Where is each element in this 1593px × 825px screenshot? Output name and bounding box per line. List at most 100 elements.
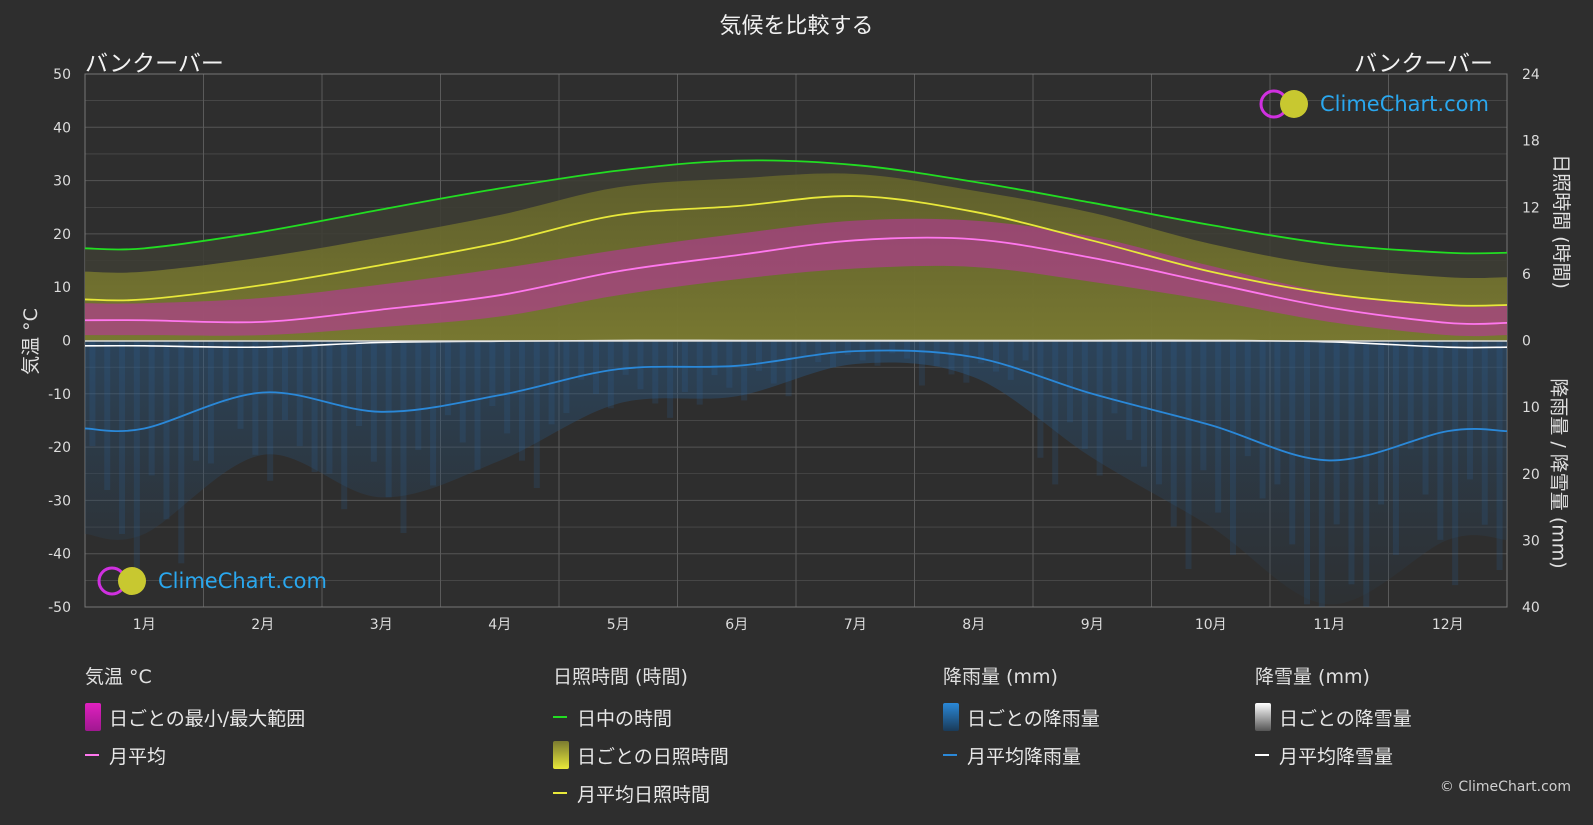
rain-day-bar — [178, 340, 185, 564]
legend-rain-daily: 日ごとの降雨量 — [943, 698, 1100, 736]
month-label: 8月 — [962, 617, 985, 633]
rain-day-bar — [711, 340, 718, 376]
legend-rain-daily-label: 日ごとの降雨量 — [967, 707, 1100, 730]
rain-day-bar — [563, 340, 570, 414]
chart-ticks: 50 40 30 20 10 0 -10 -20 -30 -40 -50 24 18 12 6 0 10 20 30… — [48, 67, 1540, 633]
legend-rain-head: 降雨量 (mm) — [943, 666, 1058, 688]
logo-icon — [1259, 89, 1308, 119]
rain-day-bar — [1052, 340, 1059, 485]
rain-day-bar — [1496, 340, 1503, 571]
legend-temperature: 気温 °C 日ごとの最小/最大範囲 月平均 — [85, 662, 305, 774]
legend-sun-avg: 月平均日照時間 — [553, 774, 729, 812]
rain-day-bar — [518, 340, 525, 461]
legend-snow-avg: 月平均降雪量 — [1255, 736, 1412, 774]
rain-day-bar — [889, 340, 896, 354]
legend-temp-avg-label: 月平均 — [109, 745, 167, 768]
left-tick-label: -50 — [48, 600, 71, 616]
rain-day-bar — [1466, 340, 1473, 480]
sunshine-swatch — [553, 741, 569, 769]
rain-day-bar — [370, 340, 377, 462]
left-tick-label: -10 — [48, 387, 71, 403]
left-tick-label: -30 — [48, 493, 71, 509]
legend-daylight-label: 日中の時間 — [577, 707, 673, 730]
rain-day-bar — [918, 340, 925, 386]
rain-day-bar — [1111, 340, 1118, 414]
left-tick-label: -40 — [48, 547, 71, 563]
rain-day-bar — [948, 340, 955, 375]
month-label: 9月 — [1081, 617, 1104, 633]
rain-day-bar — [237, 340, 244, 429]
legend-rain-avg-label: 月平均降雨量 — [967, 745, 1082, 768]
rain-day-bar — [1229, 340, 1236, 555]
rain-day-bar — [1096, 340, 1103, 476]
rain-day-bar — [1363, 340, 1370, 607]
snow-swatch — [1255, 703, 1271, 731]
rain-day-bar — [1407, 340, 1414, 450]
rain-day-bar — [119, 340, 126, 534]
legend-sunshine: 日照時間 (時間) 日中の時間 日ごとの日照時間 月平均日照時間 — [553, 662, 729, 812]
rain-day-bar — [400, 340, 407, 533]
rain-day-bar — [430, 340, 437, 486]
month-label: 2月 — [251, 617, 274, 633]
climate-chart: 50 40 30 20 10 0 -10 -20 -30 -40 -50 24 18 12 6 0 10 20 30… — [48, 67, 1540, 633]
rain-day-bar — [1007, 340, 1014, 380]
logo-bottom[interactable]: ClimeChart.com — [96, 565, 327, 597]
rain-day-bar — [637, 340, 644, 390]
rain-day-bar — [815, 340, 822, 363]
rain-swatch — [943, 703, 959, 731]
rain-day-bar — [696, 340, 703, 405]
rain-day-bar — [963, 340, 970, 383]
month-label: 4月 — [488, 617, 511, 633]
rain-day-bar — [1422, 340, 1429, 495]
right-sun-tick-label: 24 — [1522, 67, 1540, 83]
rain-avg-swatch — [943, 754, 957, 756]
month-label: 7月 — [844, 617, 867, 633]
rain-day-bar — [207, 340, 214, 464]
rain-day-bar — [992, 340, 999, 372]
rain-day-bar — [652, 340, 659, 404]
rain-day-bar — [1037, 340, 1044, 458]
legend-snow-avg-label: 月平均降雪量 — [1279, 745, 1394, 768]
rain-day-bar — [281, 340, 288, 421]
rain-day-bar — [1081, 340, 1088, 449]
left-tick-label: 40 — [53, 120, 71, 136]
rain-day-bar — [356, 340, 363, 427]
rain-day-bar — [1185, 340, 1192, 569]
legend-temp-head: 気温 °C — [85, 666, 152, 688]
month-label: 6月 — [725, 617, 748, 633]
rain-day-bar — [1155, 340, 1162, 485]
logo-icon — [97, 566, 146, 596]
rain-day-bar — [459, 340, 466, 443]
rain-day-bar — [755, 340, 762, 371]
month-label: 5月 — [607, 617, 630, 633]
month-label: 3月 — [370, 617, 393, 633]
logo-top[interactable]: ClimeChart.com — [1258, 88, 1489, 120]
legend-snow-daily: 日ごとの降雪量 — [1255, 698, 1412, 736]
legend-snow: 降雪量 (mm) 日ごとの降雪量 月平均降雪量 — [1255, 662, 1412, 774]
right-sun-tick-label: 18 — [1522, 134, 1540, 150]
rain-day-bar — [385, 340, 392, 498]
temp-avg-swatch — [85, 754, 99, 756]
rain-day-bar — [163, 340, 170, 520]
snow-avg-swatch — [1255, 754, 1269, 756]
rain-day-bar — [1348, 340, 1355, 585]
rain-day-bar — [1392, 340, 1399, 555]
month-label: 10月 — [1195, 617, 1227, 633]
rain-day-bar — [830, 340, 837, 368]
rain-day-bar — [1200, 340, 1207, 471]
temp-range-swatch — [85, 703, 101, 731]
rain-day-bar — [978, 340, 985, 364]
rain-day-bar — [622, 340, 629, 375]
rain-day-bar — [1067, 340, 1074, 423]
left-axis-label: 気温 °C — [19, 308, 42, 375]
rain-day-bar — [148, 340, 155, 476]
rain-day-bar — [1452, 340, 1459, 586]
rain-day-bar — [874, 340, 881, 366]
month-label: 11月 — [1313, 617, 1345, 633]
rain-day-bar — [1141, 340, 1148, 467]
rain-day-bar — [1244, 340, 1251, 457]
rain-day-bar — [311, 340, 318, 473]
rain-avg-line — [85, 349, 1507, 462]
rain-day-bar — [1378, 340, 1385, 505]
legend-sun-daily: 日ごとの日照時間 — [553, 736, 729, 774]
